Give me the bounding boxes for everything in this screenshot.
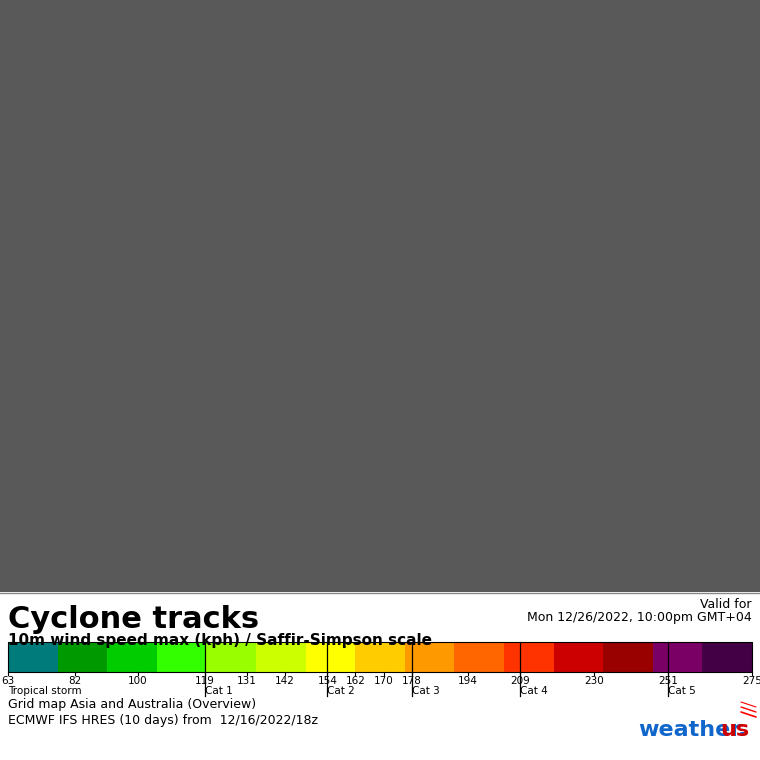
Text: Valid for: Valid for [701,598,752,611]
Text: Cat 2: Cat 2 [328,686,355,696]
Bar [8,642,752,672]
Bar [58,642,108,672]
Bar [553,642,603,672]
Text: Cat 3: Cat 3 [412,686,439,696]
Text: 100: 100 [128,676,147,686]
Bar [8,642,58,672]
Text: 230: 230 [584,676,604,686]
Text: 131: 131 [236,676,257,686]
Text: weather.: weather. [638,720,746,740]
Text: 178: 178 [401,676,422,686]
Text: 209: 209 [511,676,530,686]
Text: Cat 4: Cat 4 [521,686,548,696]
Bar [207,642,256,672]
Bar [355,642,405,672]
Text: 63: 63 [2,676,14,686]
Bar [107,642,157,672]
Bar [306,642,356,672]
Bar [157,642,207,672]
Text: 194: 194 [458,676,478,686]
Text: 10m wind speed max (kph) / Saffir-Simpson scale: 10m wind speed max (kph) / Saffir-Simpso… [8,633,432,648]
Text: Cyclone tracks: Cyclone tracks [8,605,259,634]
Text: Cat 5: Cat 5 [668,686,695,696]
Text: 170: 170 [374,676,394,686]
Bar [504,642,554,672]
Bar [603,642,654,672]
Bar [454,642,505,672]
Text: 162: 162 [346,676,366,686]
Text: Mon 12/26/2022, 10:00pm GMT+04: Mon 12/26/2022, 10:00pm GMT+04 [527,611,752,624]
Bar [653,642,703,672]
Text: us: us [720,720,749,740]
Text: 154: 154 [318,676,337,686]
Bar [405,642,455,672]
Text: 251: 251 [658,676,678,686]
Text: 82: 82 [68,676,81,686]
Text: Cat 1: Cat 1 [204,686,233,696]
Text: 142: 142 [275,676,295,686]
Text: Grid map Asia and Australia (Overview): Grid map Asia and Australia (Overview) [8,698,256,711]
Text: 275: 275 [742,676,760,686]
Text: ECMWF IFS HRES (10 days) from  12/16/2022/18z: ECMWF IFS HRES (10 days) from 12/16/2022… [8,714,318,727]
Text: 119: 119 [195,676,214,686]
Bar [256,642,306,672]
Text: Tropical storm: Tropical storm [8,686,81,696]
Bar [702,642,752,672]
